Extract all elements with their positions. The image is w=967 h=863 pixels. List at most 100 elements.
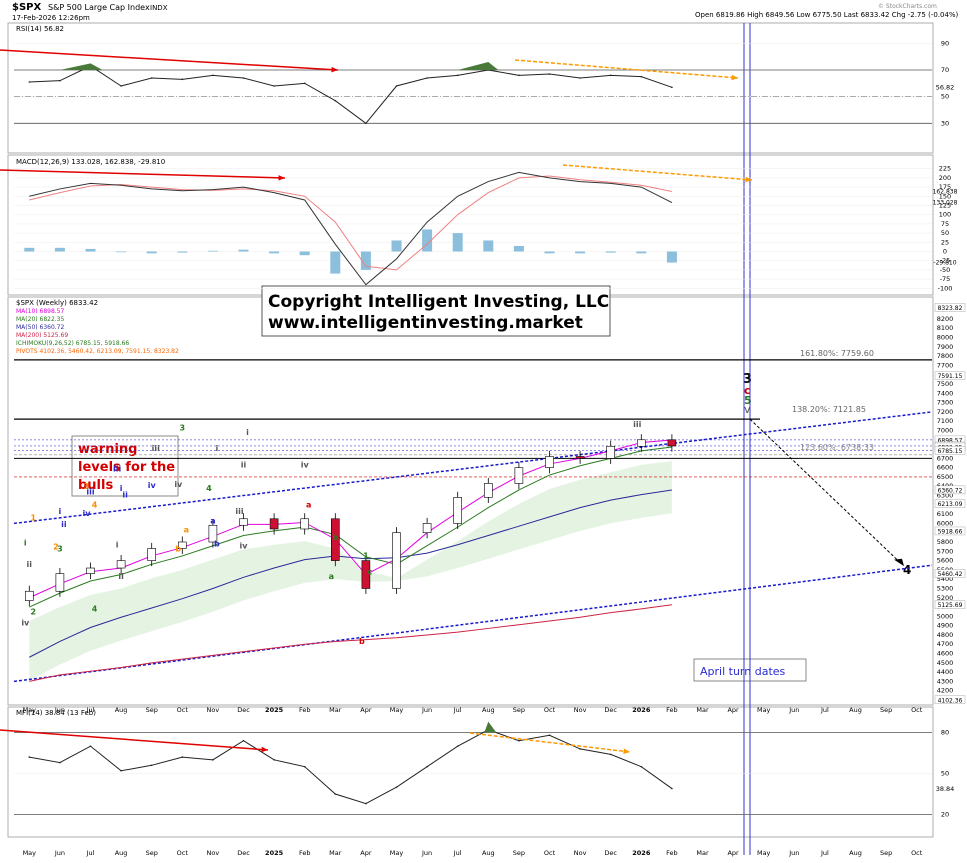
price-right-label-box	[934, 526, 966, 536]
x-tick-label: Dec	[237, 706, 250, 714]
wave-label: i	[246, 428, 249, 437]
wave-stack-0: 3	[743, 372, 752, 387]
macd-trend-arrow-head	[278, 175, 285, 181]
mfi-trend-arrow	[0, 729, 269, 751]
wave-label: 2	[31, 607, 37, 616]
rsi-point	[242, 77, 245, 79]
wave-label: iii	[633, 420, 641, 429]
x-tick-label: Mar	[696, 706, 709, 714]
mfi-point	[28, 756, 31, 758]
wave-label: 4	[206, 484, 212, 493]
macd-histogram-bar	[54, 247, 65, 252]
projection-arrowhead	[894, 558, 904, 567]
macd-histogram-bar	[544, 251, 555, 254]
macd-histogram-bar	[513, 245, 524, 252]
price-right-label: 6785.15	[938, 448, 963, 455]
rsi-y-tick: 70	[941, 66, 949, 74]
price-candle	[147, 548, 156, 561]
mfi-point	[89, 745, 92, 747]
wave-label: 4	[92, 605, 98, 614]
mfi-point	[120, 769, 122, 772]
x-tick-label: Feb	[299, 849, 311, 857]
macd-histogram-bar	[666, 251, 677, 263]
x-tick-label: Mar	[329, 706, 342, 714]
price-candle	[178, 541, 187, 549]
wave-label: a	[306, 501, 311, 510]
rsi-point	[671, 86, 673, 89]
channel-lower	[13, 564, 933, 683]
fib-1236: 123.60%: 6738.33	[800, 443, 874, 452]
x-tick-label: Jun	[421, 849, 432, 857]
price-candle	[330, 518, 340, 561]
macd-histogram-bar	[299, 251, 310, 256]
price-candle	[239, 518, 248, 526]
price-y-tick: 5800	[937, 538, 954, 546]
price-y-tick: 6500	[937, 473, 954, 481]
x-tick-label: Jul	[820, 706, 829, 714]
price-right-label: 4102.36	[938, 697, 963, 704]
macd-histogram-bar	[207, 250, 218, 252]
wave-label: 1	[31, 514, 37, 523]
price-y-tick: 5300	[937, 584, 954, 592]
price-y-tick: 8000	[937, 334, 954, 342]
x-tick-label: 2026	[632, 849, 651, 857]
price-y-tick: 4800	[937, 631, 954, 639]
price-right-label-box	[934, 303, 966, 312]
macd-last-label: 162.838	[933, 189, 958, 196]
macd-y-tick: 100	[939, 211, 951, 219]
macd-divergence-arrow-head	[745, 176, 752, 183]
wave-label: iv	[21, 619, 30, 628]
rsi-point	[548, 73, 551, 75]
macd-y-tick: 50	[941, 229, 949, 237]
macd-histogram-bar	[24, 247, 35, 252]
x-tick-label: Oct	[544, 849, 556, 857]
wave-label: a	[210, 516, 215, 525]
price-y-tick: 7200	[937, 408, 954, 416]
price-candle	[86, 567, 95, 574]
macd-histogram-bar	[422, 229, 433, 252]
macd-y-tick: 25	[941, 238, 949, 246]
header-datetime: 17-Feb-2026 12:26pm	[12, 14, 90, 22]
ma200-line	[29, 604, 672, 682]
macd-histogram-bar	[575, 251, 586, 254]
rsi-point	[456, 74, 459, 77]
mfi-point	[426, 765, 428, 768]
warning-line3: bulls	[78, 478, 113, 493]
x-tick-label: Jul	[820, 849, 829, 857]
wave-label: i	[59, 507, 62, 516]
wave-label: 1	[363, 552, 369, 561]
x-tick-label: Apr	[360, 706, 372, 714]
price-y-tick: 7400	[937, 389, 954, 397]
x-tick-label: Aug	[849, 849, 862, 857]
mfi-panel	[7, 706, 934, 838]
price-candle	[24, 590, 34, 601]
macd-y-tick: -50	[940, 266, 951, 274]
mfi-point	[303, 765, 306, 768]
rsi-overbought-fill	[457, 62, 499, 70]
mfi-y-tick: 80	[941, 729, 949, 737]
x-tick-label: Jul	[453, 849, 462, 857]
wave-label: i	[120, 484, 123, 493]
x-tick-label: May	[757, 849, 771, 857]
wave-label: iv	[240, 542, 249, 551]
rsi-point	[273, 85, 275, 87]
wave-label: 3	[84, 482, 90, 491]
x-tick-label: Sep	[146, 849, 158, 857]
macd-line	[29, 171, 673, 286]
price-legend-item: MA(200) 5125.69	[16, 332, 68, 339]
mfi-divergence-arrow	[469, 732, 631, 753]
macd-signal-line	[29, 175, 673, 271]
mfi-point	[181, 756, 184, 758]
price-y-tick: 7500	[937, 380, 954, 388]
wave-label: a	[184, 526, 189, 535]
macd-y-tick: 0	[943, 248, 947, 256]
rsi-trend-arrow-head	[331, 66, 338, 73]
x-tick-label: Dec	[604, 706, 617, 714]
x-tick-label: Sep	[146, 706, 158, 714]
price-y-tick: 5700	[937, 547, 954, 555]
price-y-tick: 7800	[937, 352, 954, 360]
x-tick-label: Oct	[911, 706, 923, 714]
x-tick-label: Jul	[86, 849, 95, 857]
x-tick-label: Jun	[421, 706, 432, 714]
